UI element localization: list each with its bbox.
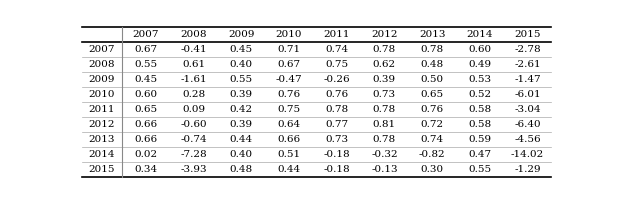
Text: -1.29: -1.29 <box>514 165 541 174</box>
Text: 0.73: 0.73 <box>373 90 396 99</box>
Text: 0.39: 0.39 <box>230 120 253 129</box>
Text: 0.58: 0.58 <box>468 105 491 114</box>
Text: -6.01: -6.01 <box>514 90 541 99</box>
Text: 0.76: 0.76 <box>325 90 348 99</box>
Text: 0.78: 0.78 <box>325 105 348 114</box>
Text: 0.09: 0.09 <box>182 105 205 114</box>
Text: 0.65: 0.65 <box>421 90 444 99</box>
Text: -0.41: -0.41 <box>180 45 207 54</box>
Text: 2009: 2009 <box>228 30 255 39</box>
Text: 0.76: 0.76 <box>277 90 300 99</box>
Text: 0.55: 0.55 <box>134 60 158 69</box>
Text: 0.75: 0.75 <box>277 105 300 114</box>
Text: -0.26: -0.26 <box>323 75 350 84</box>
Text: 0.72: 0.72 <box>421 120 444 129</box>
Text: -0.47: -0.47 <box>276 75 302 84</box>
Text: 0.60: 0.60 <box>468 45 491 54</box>
Text: 0.74: 0.74 <box>421 135 444 144</box>
Text: 0.66: 0.66 <box>134 120 158 129</box>
Text: 0.45: 0.45 <box>230 45 253 54</box>
Text: 0.81: 0.81 <box>373 120 396 129</box>
Text: -0.74: -0.74 <box>180 135 207 144</box>
Text: 2015: 2015 <box>89 165 115 174</box>
Text: 0.39: 0.39 <box>230 90 253 99</box>
Text: 0.44: 0.44 <box>277 165 300 174</box>
Text: -0.60: -0.60 <box>180 120 207 129</box>
Text: 2012: 2012 <box>371 30 397 39</box>
Text: 0.73: 0.73 <box>325 135 348 144</box>
Text: 0.52: 0.52 <box>468 90 491 99</box>
Text: 0.40: 0.40 <box>230 60 253 69</box>
Text: 0.55: 0.55 <box>230 75 253 84</box>
Text: 0.78: 0.78 <box>373 105 396 114</box>
Text: 0.53: 0.53 <box>468 75 491 84</box>
Text: -3.04: -3.04 <box>514 105 541 114</box>
Text: 0.77: 0.77 <box>325 120 348 129</box>
Text: 0.67: 0.67 <box>277 60 300 69</box>
Text: 0.67: 0.67 <box>134 45 158 54</box>
Text: 2010: 2010 <box>89 90 115 99</box>
Text: 0.75: 0.75 <box>325 60 348 69</box>
Text: 0.58: 0.58 <box>468 120 491 129</box>
Text: -2.78: -2.78 <box>514 45 541 54</box>
Text: -0.82: -0.82 <box>419 150 446 159</box>
Text: 0.42: 0.42 <box>230 105 253 114</box>
Text: 0.48: 0.48 <box>421 60 444 69</box>
Text: -14.02: -14.02 <box>511 150 544 159</box>
Text: -0.18: -0.18 <box>323 150 350 159</box>
Text: 2015: 2015 <box>514 30 541 39</box>
Text: -6.40: -6.40 <box>514 120 541 129</box>
Text: 0.65: 0.65 <box>134 105 158 114</box>
Text: 0.78: 0.78 <box>373 135 396 144</box>
Text: 0.48: 0.48 <box>230 165 253 174</box>
Text: 2007: 2007 <box>89 45 115 54</box>
Text: 0.50: 0.50 <box>421 75 444 84</box>
Text: 0.47: 0.47 <box>468 150 491 159</box>
Text: -4.56: -4.56 <box>514 135 541 144</box>
Text: 2013: 2013 <box>89 135 115 144</box>
Text: -2.61: -2.61 <box>514 60 541 69</box>
Text: 2010: 2010 <box>276 30 302 39</box>
Text: 0.78: 0.78 <box>421 45 444 54</box>
Text: 0.34: 0.34 <box>134 165 158 174</box>
Text: 0.60: 0.60 <box>134 90 158 99</box>
Text: 0.51: 0.51 <box>277 150 300 159</box>
Text: 2008: 2008 <box>89 60 115 69</box>
Text: -1.47: -1.47 <box>514 75 541 84</box>
Text: 0.78: 0.78 <box>373 45 396 54</box>
Text: -0.32: -0.32 <box>371 150 398 159</box>
Text: 0.45: 0.45 <box>134 75 158 84</box>
Text: -7.28: -7.28 <box>180 150 207 159</box>
Text: 2009: 2009 <box>89 75 115 84</box>
Text: 0.66: 0.66 <box>277 135 300 144</box>
Text: 0.66: 0.66 <box>134 135 158 144</box>
Text: 0.59: 0.59 <box>468 135 491 144</box>
Text: 0.76: 0.76 <box>421 105 444 114</box>
Text: 2011: 2011 <box>323 30 350 39</box>
Text: 0.61: 0.61 <box>182 60 205 69</box>
Text: -1.61: -1.61 <box>180 75 207 84</box>
Text: 2011: 2011 <box>89 105 115 114</box>
Text: 2014: 2014 <box>89 150 115 159</box>
Text: 2008: 2008 <box>180 30 207 39</box>
Text: 2013: 2013 <box>419 30 446 39</box>
Text: 0.44: 0.44 <box>230 135 253 144</box>
Text: -3.93: -3.93 <box>180 165 207 174</box>
Text: 2014: 2014 <box>467 30 493 39</box>
Text: 0.28: 0.28 <box>182 90 205 99</box>
Text: 0.74: 0.74 <box>325 45 348 54</box>
Text: 0.62: 0.62 <box>373 60 396 69</box>
Text: 0.39: 0.39 <box>373 75 396 84</box>
Text: 0.71: 0.71 <box>277 45 300 54</box>
Text: 2007: 2007 <box>132 30 159 39</box>
Text: 2012: 2012 <box>89 120 115 129</box>
Text: 0.64: 0.64 <box>277 120 300 129</box>
Text: 0.49: 0.49 <box>468 60 491 69</box>
Text: -0.18: -0.18 <box>323 165 350 174</box>
Text: 0.40: 0.40 <box>230 150 253 159</box>
Text: 0.55: 0.55 <box>468 165 491 174</box>
Text: 0.30: 0.30 <box>421 165 444 174</box>
Text: -0.13: -0.13 <box>371 165 398 174</box>
Text: 0.02: 0.02 <box>134 150 158 159</box>
